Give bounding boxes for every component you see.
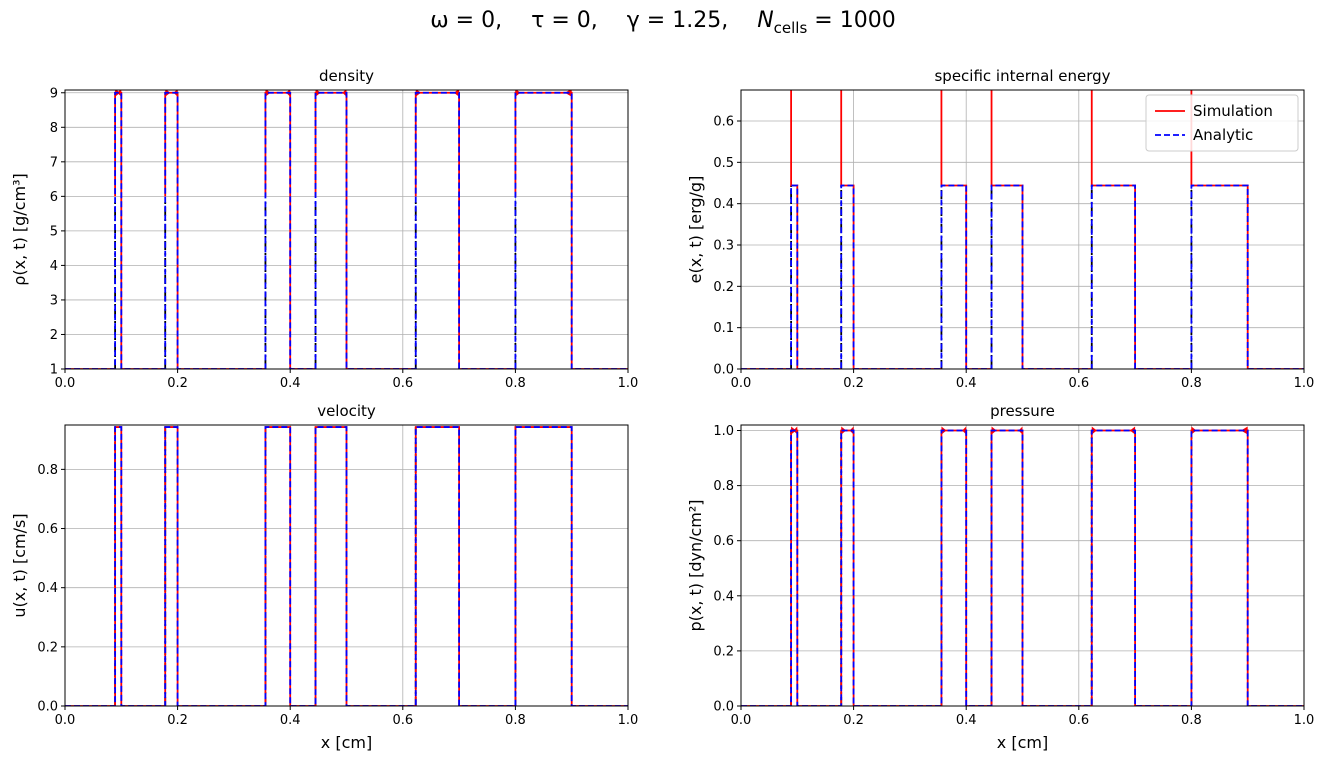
plot-area-velocity bbox=[65, 426, 628, 706]
y-tick-label: 0.8 bbox=[713, 479, 734, 494]
x-tick-label: 0.8 bbox=[1181, 713, 1202, 728]
suptitle-tau: τ = 0, bbox=[531, 8, 598, 33]
x-tick-label: 0.2 bbox=[167, 376, 188, 391]
shock-wedge bbox=[962, 426, 967, 435]
y-tick-label: 0.6 bbox=[37, 522, 58, 537]
shock-wedge bbox=[453, 90, 460, 97]
x-tick-label: 0.4 bbox=[956, 713, 977, 728]
suptitle-gamma: γ = 1.25, bbox=[627, 8, 728, 33]
x-tick-label: 0.6 bbox=[392, 376, 413, 391]
y-tick-label: 0.0 bbox=[37, 700, 58, 715]
y-tick-label: 1 bbox=[50, 363, 58, 378]
y-tick-label: 0.3 bbox=[713, 239, 734, 254]
x-tick-label: 0.4 bbox=[956, 376, 977, 391]
panel-title: specific internal energy bbox=[934, 67, 1110, 85]
figure-suptitle: ω = 0, τ = 0, γ = 1.25, Ncells = 1000 bbox=[430, 8, 895, 37]
x-tick-label: 0.4 bbox=[280, 376, 301, 391]
panel-pressure: 0.0 0.2 0.4 0.6 0.8 1.0 0.0 0.2 0.4 0.6 0.8 1.0 pres… bbox=[686, 402, 1314, 752]
axes-frame bbox=[64, 424, 629, 707]
y-axis-label: u(x, t) [cm/s] bbox=[10, 513, 29, 617]
y-tick-label: 0.2 bbox=[713, 644, 734, 659]
x-axis-label: x [cm] bbox=[321, 733, 372, 752]
plot-area-energy bbox=[741, 90, 1304, 369]
shock-wedge bbox=[315, 90, 321, 97]
plot-area-pressure bbox=[741, 426, 1304, 706]
y-tick-label: 0.2 bbox=[713, 280, 734, 295]
y-tick-label: 2 bbox=[50, 328, 58, 343]
x-tick-label: 0.2 bbox=[843, 376, 864, 391]
panel-energy: 0.0 0.2 0.4 0.6 0.8 1.0 0.0 0.1 0.2 0.3 0.4 0.5 0.6 s… bbox=[686, 67, 1314, 391]
x-tick-label: 1.0 bbox=[1294, 376, 1315, 391]
axes-frame bbox=[740, 424, 1305, 707]
y-tick-label: 1.0 bbox=[713, 424, 734, 439]
y-tick-label: 7 bbox=[50, 155, 58, 170]
axes-frame bbox=[64, 89, 629, 370]
y-tick-label: 0.8 bbox=[37, 463, 58, 478]
legend-box bbox=[1145, 94, 1299, 152]
x-tick-label: 0.6 bbox=[1068, 376, 1089, 391]
legend: Simulation Analytic bbox=[1145, 94, 1299, 152]
x-tick-label: 0.0 bbox=[55, 713, 76, 728]
analytic-line bbox=[741, 184, 1304, 369]
y-tick-label: 6 bbox=[50, 190, 58, 205]
y-tick-label: 4 bbox=[50, 259, 58, 274]
panel-velocity: 0.0 0.2 0.4 0.6 0.8 1.0 0.0 0.2 0.4 0.6 0.8 velocit… bbox=[10, 402, 638, 752]
y-tick-label: 5 bbox=[50, 224, 58, 239]
x-tick-label: 0.0 bbox=[731, 713, 752, 728]
y-tick-label: 0.1 bbox=[713, 321, 734, 336]
panel-density: 0.0 0.2 0.4 0.6 0.8 1.0 1 2 3 4 5 6 7 8 9 density ρ(x, t… bbox=[10, 67, 638, 391]
y-axis-label: p(x, t) [dyn/cm²] bbox=[686, 499, 705, 631]
y-tick-label: 0.2 bbox=[37, 640, 58, 655]
suptitle-count: = 1000 bbox=[807, 8, 895, 33]
x-tick-label: 0.2 bbox=[167, 713, 188, 728]
x-tick-label: 1.0 bbox=[618, 713, 639, 728]
x-tick-label: 1.0 bbox=[618, 376, 639, 391]
y-axis-label: e(x, t) [erg/g] bbox=[686, 176, 705, 284]
axes-frame bbox=[740, 89, 1305, 370]
x-tick-label: 0.0 bbox=[731, 376, 752, 391]
shock-wedge bbox=[515, 90, 521, 97]
y-tick-label: 8 bbox=[50, 121, 58, 136]
y-tick-label: 0.6 bbox=[713, 115, 734, 130]
x-axis-label: x [cm] bbox=[997, 733, 1048, 752]
x-tick-label: 0.4 bbox=[280, 713, 301, 728]
x-tick-label: 0.6 bbox=[392, 713, 413, 728]
x-tick-label: 0.0 bbox=[55, 376, 76, 391]
x-tick-label: 0.2 bbox=[843, 713, 864, 728]
y-tick-label: 0.4 bbox=[713, 589, 734, 604]
suptitle-omega: ω = 0, bbox=[430, 8, 502, 33]
y-tick-label: 0.5 bbox=[713, 156, 734, 171]
y-tick-label: 0.0 bbox=[713, 363, 734, 378]
panel-title: density bbox=[319, 67, 374, 85]
y-tick-label: 0.4 bbox=[37, 581, 58, 596]
shock-wedge bbox=[1129, 426, 1136, 435]
y-tick-label: 0.6 bbox=[713, 534, 734, 549]
legend-analytic-label: Analytic bbox=[1193, 126, 1253, 144]
x-tick-label: 0.6 bbox=[1068, 713, 1089, 728]
shock-wedge bbox=[1091, 426, 1097, 435]
legend-simulation-label: Simulation bbox=[1193, 102, 1273, 120]
panel-title: velocity bbox=[317, 402, 376, 420]
y-axis-label: ρ(x, t) [g/cm³] bbox=[10, 173, 29, 285]
shock-wedge bbox=[342, 90, 347, 97]
panel-title: pressure bbox=[990, 402, 1055, 420]
y-tick-label: 9 bbox=[50, 86, 58, 101]
subplot-grid: 0.0 0.2 0.4 0.6 0.8 1.0 1 2 3 4 5 6 7 8 9 density ρ(x, t… bbox=[10, 67, 1314, 752]
suptitle-n: N bbox=[757, 8, 773, 33]
x-tick-label: 0.8 bbox=[505, 376, 526, 391]
suptitle-cells: cells bbox=[774, 19, 808, 37]
x-tick-label: 0.8 bbox=[505, 713, 526, 728]
y-tick-label: 3 bbox=[50, 293, 58, 308]
x-tick-label: 1.0 bbox=[1294, 713, 1315, 728]
x-tick-label: 0.8 bbox=[1181, 376, 1202, 391]
plot-area-density bbox=[65, 90, 628, 369]
y-tick-label: 0.4 bbox=[713, 197, 734, 212]
y-tick-label: 0.0 bbox=[713, 700, 734, 715]
